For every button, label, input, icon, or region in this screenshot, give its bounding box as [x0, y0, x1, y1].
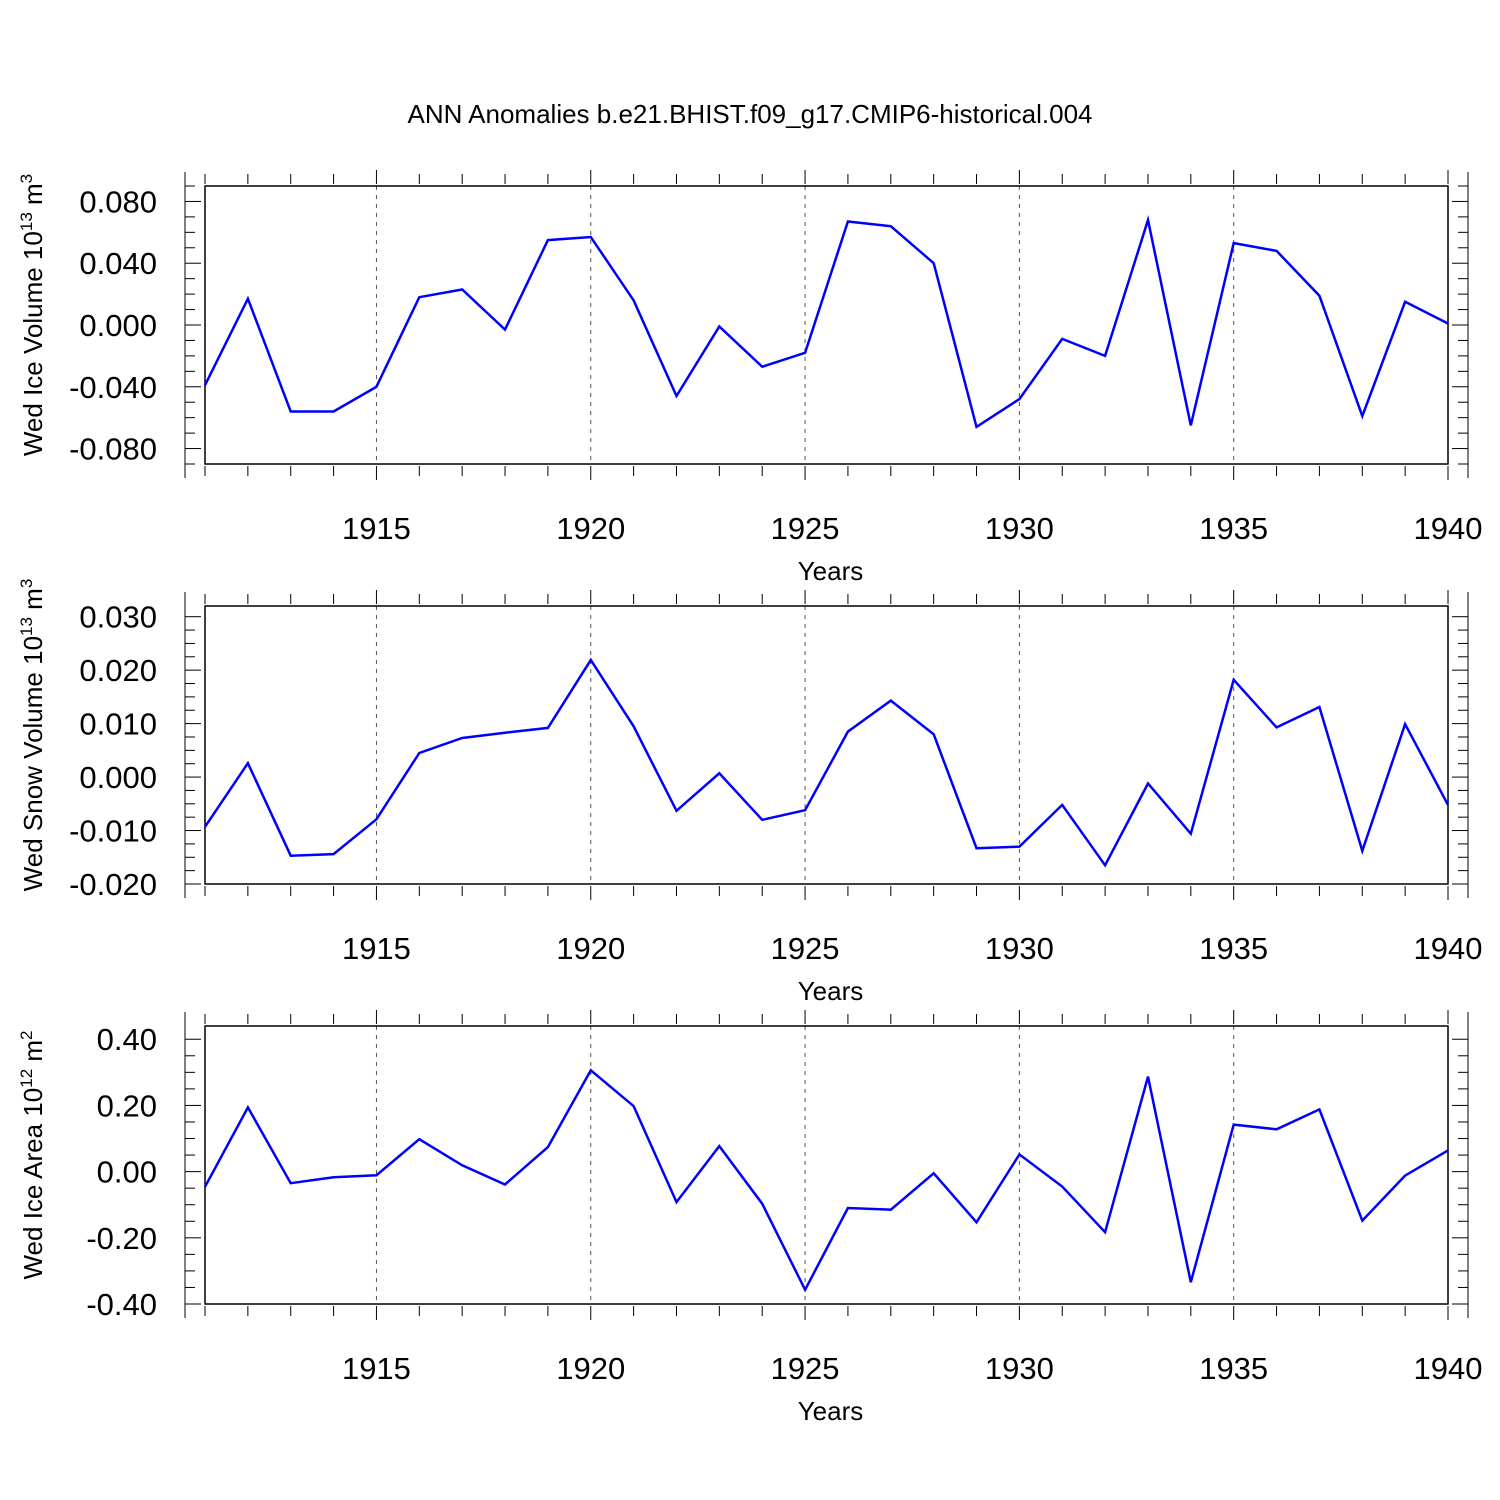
y-tick-label: 0.030: [79, 600, 157, 635]
y-tick-label: -0.080: [69, 432, 157, 467]
x-axis-title: Years: [798, 556, 864, 586]
x-axis-title: Years: [798, 976, 864, 1006]
y-tick-label: 0.010: [79, 707, 157, 742]
x-tick-label: 1915: [342, 511, 411, 546]
y-tick-label: -0.20: [86, 1221, 157, 1256]
data-series-line: [203, 657, 1450, 868]
x-axis-title: Years: [798, 1396, 864, 1426]
y-tick-label: -0.40: [86, 1287, 157, 1322]
y-axis-title-main: Wed Ice Volume 10: [18, 231, 48, 456]
plot-frame: [204, 1025, 1449, 1305]
y-tick-label: -0.040: [69, 370, 157, 405]
panel-2: -0.020 -0.010 0.000 0.010 0.020 0.030 1915 1920…: [17, 579, 1482, 1006]
x-tick-label: 1935: [1199, 931, 1268, 966]
y-axis-title-main: Wed Snow Volume 10: [18, 636, 48, 891]
plot-frame: [204, 605, 1449, 885]
y-axis-title: Wed Ice Area 1012 m2: [17, 1030, 48, 1279]
x-tick-label: 1940: [1414, 1351, 1483, 1386]
y-axis-title-unit: m: [18, 183, 48, 212]
y-tick-label: 0.040: [79, 246, 157, 281]
x-tick-label: 1925: [771, 1351, 840, 1386]
chart-title: ANN Anomalies b.e21.BHIST.f09_g17.CMIP6-…: [407, 99, 1092, 129]
y-tick-label: 0.080: [79, 184, 157, 219]
y-axis-title-exponent: 13: [17, 212, 36, 231]
x-tick-label: 1935: [1199, 511, 1268, 546]
y-tick-label: -0.010: [69, 814, 157, 849]
y-axis-title-unit-exponent: 3: [17, 174, 36, 183]
x-tick-label: 1915: [342, 931, 411, 966]
y-axis-title-exponent: 12: [17, 1069, 36, 1088]
data-series-line: [203, 215, 1449, 429]
y-tick-label: 0.020: [79, 653, 157, 688]
x-tick-label: 1920: [556, 931, 625, 966]
panel-1: -0.080 -0.040 0.000 0.040 0.080 1915 1920 1925 1…: [17, 170, 1482, 586]
y-tick-label: -0.020: [69, 867, 157, 902]
y-axis-title-unit: m: [18, 588, 48, 617]
y-axis-title-unit-exponent: 3: [17, 579, 36, 588]
x-tick-label: 1925: [771, 511, 840, 546]
y-tick-label: 0.00: [97, 1155, 157, 1190]
y-axis-title: Wed Snow Volume 1013 m3: [17, 579, 48, 892]
x-tick-label: 1915: [342, 1351, 411, 1386]
plot-frame: [204, 185, 1449, 465]
y-tick-label: 0.000: [79, 308, 157, 343]
y-axis-title-unit-exponent: 2: [17, 1030, 36, 1039]
y-axis-title-exponent: 13: [17, 617, 36, 636]
x-tick-label: 1935: [1199, 1351, 1268, 1386]
data-series-line: [203, 1068, 1449, 1293]
y-axis-title-unit: m: [18, 1040, 48, 1069]
x-tick-label: 1930: [985, 511, 1054, 546]
x-tick-label: 1940: [1414, 511, 1483, 546]
y-tick-label: 0.000: [79, 760, 157, 795]
x-tick-label: 1920: [556, 1351, 625, 1386]
x-tick-label: 1925: [771, 931, 840, 966]
panel-3: -0.40 -0.20 0.00 0.20 0.40 1915 1920 1925 1930 19…: [17, 1010, 1482, 1426]
x-tick-label: 1930: [985, 1351, 1054, 1386]
y-tick-label: 0.20: [97, 1088, 157, 1123]
x-tick-label: 1920: [556, 511, 625, 546]
y-axis-title-main: Wed Ice Area 10: [18, 1088, 48, 1280]
y-tick-label: 0.40: [97, 1022, 157, 1057]
x-tick-label: 1940: [1414, 931, 1483, 966]
x-tick-label: 1930: [985, 931, 1054, 966]
y-axis-title: Wed Ice Volume 1013 m3: [17, 174, 48, 456]
